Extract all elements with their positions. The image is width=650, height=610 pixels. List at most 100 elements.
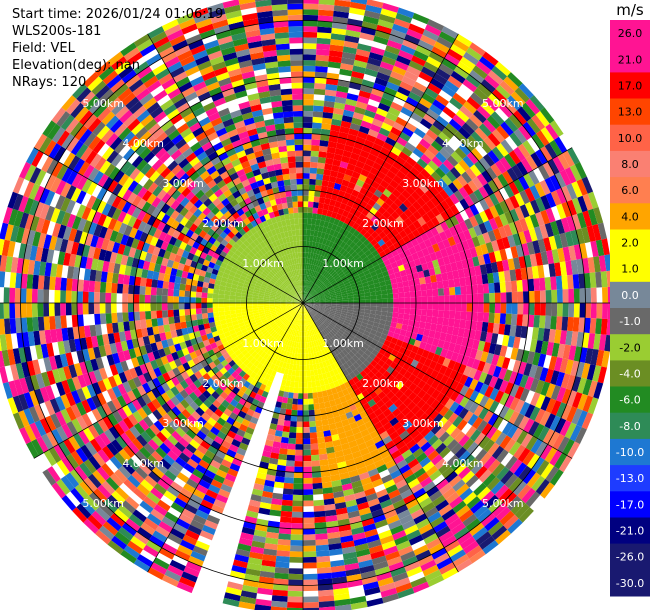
velocity-cell — [432, 73, 448, 85]
velocity-cell — [582, 210, 593, 227]
velocity-cell — [397, 313, 405, 319]
velocity-cell — [339, 383, 347, 391]
velocity-cell — [365, 62, 380, 72]
velocity-cell — [363, 288, 370, 294]
velocity-cell — [382, 270, 389, 277]
velocity-cell — [406, 325, 414, 333]
velocity-cell — [77, 303, 83, 315]
velocity-cell — [325, 192, 333, 200]
velocity-cell — [441, 325, 449, 334]
velocity-cell — [434, 402, 445, 414]
velocity-cell — [303, 511, 315, 518]
velocity-cell — [471, 148, 483, 161]
velocity-cell — [504, 117, 519, 133]
velocity-cell — [390, 146, 402, 157]
velocity-cell — [477, 312, 484, 322]
velocity-cell — [336, 366, 343, 374]
velocity-cell — [370, 46, 386, 56]
velocity-cell — [240, 299, 247, 303]
velocity-cell — [349, 364, 357, 372]
velocity-cell — [426, 420, 438, 431]
velocity-cell — [291, 517, 303, 524]
velocity-cell — [308, 318, 312, 325]
velocity-cell — [314, 278, 319, 284]
velocity-cell — [379, 281, 386, 287]
velocity-cell — [311, 310, 316, 315]
velocity-cell — [330, 344, 337, 351]
velocity-cell — [313, 230, 319, 237]
velocity-cell — [532, 352, 541, 366]
velocity-cell — [303, 235, 307, 241]
velocity-cell — [386, 39, 403, 50]
velocity-cell — [340, 63, 354, 71]
velocity-cell — [319, 275, 325, 281]
velocity-cell — [378, 223, 387, 232]
velocity-cell — [316, 289, 322, 294]
velocity-cell — [223, 303, 230, 308]
velocity-cell — [505, 281, 512, 293]
velocity-cell — [378, 214, 387, 224]
velocity-cell — [370, 310, 376, 315]
velocity-cell — [393, 141, 405, 152]
velocity-cell — [420, 168, 431, 180]
velocity-cell — [418, 497, 433, 509]
velocity-cell — [550, 220, 560, 236]
velocity-cell — [82, 303, 89, 315]
velocity-cell — [412, 326, 420, 334]
velocity-cell — [327, 141, 338, 149]
velocity-cell — [474, 265, 482, 276]
velocity-cell — [401, 189, 411, 200]
velocity-cell — [503, 514, 519, 530]
velocity-cell — [311, 139, 321, 146]
velocity-cell — [353, 326, 360, 332]
velocity-cell — [495, 432, 507, 446]
velocity-cell — [397, 484, 411, 495]
velocity-cell — [363, 285, 370, 291]
velocity-cell — [383, 259, 391, 267]
velocity-cell — [487, 364, 497, 376]
velocity-cell — [202, 318, 209, 325]
velocity-cell — [335, 142, 346, 151]
velocity-cell — [581, 362, 591, 379]
velocity-cell — [417, 216, 427, 227]
velocity-cell — [358, 471, 370, 481]
velocity-cell — [453, 190, 465, 202]
velocity-cell — [432, 295, 439, 303]
velocity-cell — [423, 149, 436, 161]
velocity-cell — [408, 246, 417, 255]
velocity-cell — [406, 529, 421, 541]
velocity-cell — [333, 348, 340, 356]
velocity-cell — [308, 303, 315, 306]
velocity-cell — [303, 60, 316, 66]
velocity-cell — [533, 278, 540, 291]
velocity-cell — [500, 292, 507, 303]
velocity-cell — [330, 193, 338, 201]
velocity-cell — [392, 421, 403, 431]
velocity-cell — [389, 165, 400, 175]
velocity-cell — [303, 545, 316, 552]
velocity-cell — [415, 308, 422, 316]
velocity-cell — [452, 234, 462, 245]
velocity-cell — [377, 391, 387, 400]
velocity-cell — [376, 306, 382, 312]
velocity-cell — [432, 288, 439, 297]
velocity-cell — [378, 127, 391, 137]
velocity-cell — [408, 337, 416, 346]
velocity-cell — [313, 322, 318, 329]
velocity-cell — [327, 332, 334, 339]
velocity-cell — [404, 34, 421, 45]
velocity-cell — [122, 293, 129, 303]
velocity-cell — [478, 435, 491, 449]
velocity-cell — [289, 556, 303, 563]
velocity-cell — [311, 317, 316, 323]
velocity-cell — [303, 382, 308, 388]
velocity-cell — [379, 179, 390, 189]
velocity-cell — [361, 352, 369, 360]
velocity-cell — [315, 544, 329, 552]
velocity-cell — [295, 364, 300, 371]
velocity-cell — [445, 491, 460, 505]
velocity-cell — [421, 383, 431, 393]
velocity-cell — [454, 393, 465, 405]
velocity-cell — [395, 156, 406, 166]
velocity-cell — [303, 438, 311, 445]
